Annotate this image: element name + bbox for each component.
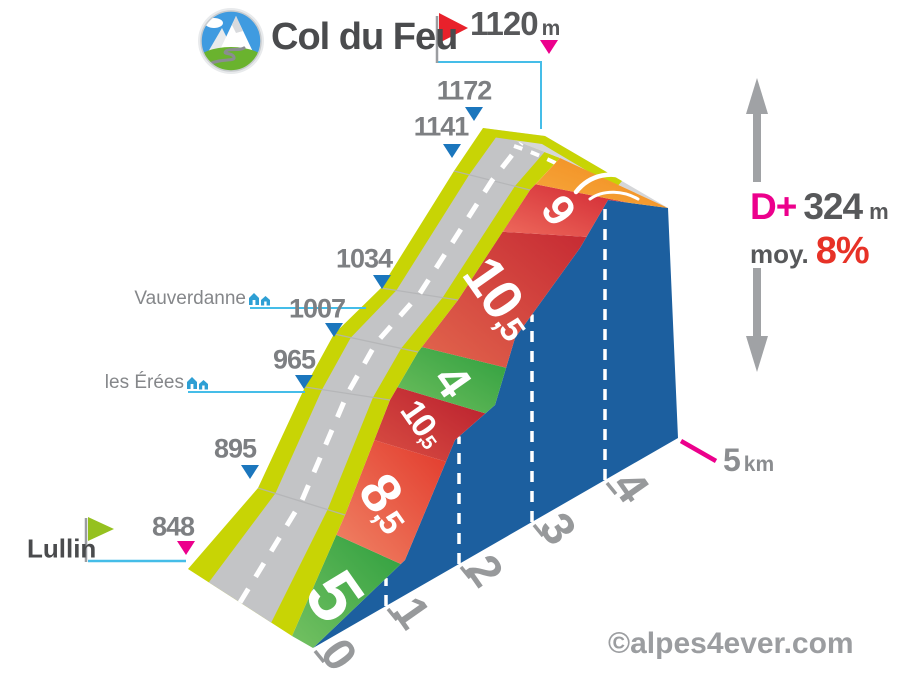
- elevation-label-965: 965: [272, 344, 316, 375]
- house-shape: [261, 296, 270, 306]
- km-tick: [459, 565, 472, 580]
- road-surface: [208, 134, 545, 623]
- house-door: [264, 301, 267, 306]
- elevation-marker-triangle: [325, 323, 343, 337]
- summit-connector-line: [437, 61, 542, 129]
- house-shape: [187, 377, 197, 389]
- house-shape: [249, 293, 259, 305]
- road-bend-hairline: [380, 287, 459, 301]
- profile-side-face: [313, 200, 678, 648]
- road-bend-hairline: [333, 333, 419, 353]
- start-elevation-label: 848: [151, 511, 195, 542]
- summit-elevation-label: 1120 m: [470, 5, 560, 43]
- km-tick: [532, 523, 545, 538]
- elevation-label-1007: 1007: [288, 293, 346, 324]
- summit-hairpin-decoration: [573, 172, 665, 195]
- road-bend-hairline: [257, 487, 346, 516]
- avg-gradient-row: moy. 8%: [750, 230, 900, 273]
- place-label-les-erees: les Érées: [104, 372, 184, 393]
- houses-icon: [187, 377, 208, 390]
- avg-value: 8%: [815, 230, 870, 272]
- summit-hairpin-decoration: [588, 190, 640, 201]
- km-tick: [386, 607, 399, 622]
- summit-orange-segment: [535, 158, 668, 208]
- summit-pink-marker: [540, 40, 558, 54]
- dplus-unit: m: [869, 199, 889, 224]
- house-door: [252, 300, 256, 305]
- watermark: ©alpes4ever.com: [608, 627, 854, 660]
- elevation-label-1034: 1034: [335, 243, 393, 274]
- climb-stats: D+ 324 m moy. 8%: [750, 186, 900, 273]
- place-label-vauverdanne: Vauverdanne: [134, 288, 246, 309]
- elevation-marker-triangle: [241, 465, 259, 479]
- summit-elevation-value: 1120: [470, 5, 539, 42]
- avg-label: moy.: [750, 239, 809, 269]
- start-elevation-marker: [177, 541, 195, 555]
- house-shape: [199, 380, 208, 390]
- gradient-segment: [336, 440, 446, 564]
- road-bend-hairline: [304, 386, 391, 401]
- gradient-segment: [292, 534, 401, 648]
- gradient-segment: [502, 184, 629, 237]
- km-axis-end-label: 5 km: [723, 442, 774, 479]
- gradient-segment: [397, 347, 507, 414]
- summit-elevation-unit: m: [541, 17, 561, 40]
- house-door: [202, 385, 205, 390]
- start-name-label: Lullin: [27, 533, 97, 564]
- km-tick: [313, 649, 326, 664]
- gradient-segment: [374, 387, 486, 462]
- km-end-pointer-line: [679, 439, 718, 463]
- km-end-value: 5: [723, 442, 741, 478]
- elevation-gain-row: D+ 324 m: [750, 186, 900, 228]
- elevation-marker-triangle: [295, 375, 313, 389]
- elevation-label-1141: 1141: [413, 111, 470, 142]
- start-flag-icon: [88, 517, 114, 541]
- elevation-marker-triangle: [465, 107, 483, 121]
- elevation-label-895: 895: [213, 433, 257, 464]
- km-tick: [605, 481, 618, 496]
- road-center-dashes: [237, 141, 524, 604]
- houses-icon: [249, 293, 270, 306]
- summit-flag-icon: [439, 13, 468, 43]
- elevation-marker-triangle: [373, 275, 391, 289]
- elevation-marker-triangle: [443, 144, 461, 158]
- climb-title: Col du Feu: [271, 16, 458, 58]
- house-door: [190, 384, 194, 389]
- elevation-gain-arrow-icon: [746, 78, 768, 372]
- km-end-unit: km: [743, 453, 775, 476]
- gradient-segment: [421, 231, 587, 368]
- alpes4ever-logo-icon: [198, 8, 264, 74]
- dplus-value: 324: [803, 186, 863, 227]
- dplus-label: D+: [750, 186, 797, 227]
- elevation-label-1172: 1172: [436, 75, 493, 106]
